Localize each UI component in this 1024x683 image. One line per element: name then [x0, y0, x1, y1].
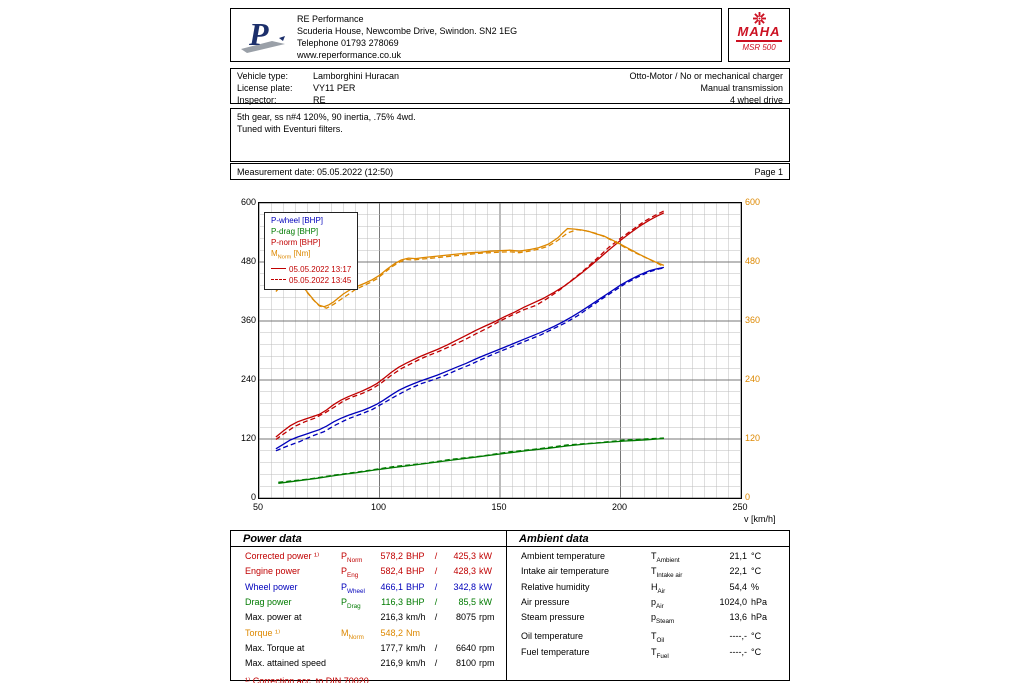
right-axis-tick: 360 — [745, 315, 761, 325]
row-drag-power: Drag power PDrag 116,3 BHP / 85,5 kW — [245, 596, 492, 610]
right-axis-tick: 120 — [745, 433, 761, 443]
company-website: www.reperformance.co.uk — [297, 50, 402, 60]
row-engine-power: Engine power PEng 582,4 BHP / 428,3 kW — [245, 566, 492, 580]
x-axis-tick: 100 — [370, 502, 387, 512]
ambient-data-title: Ambient data — [507, 531, 789, 547]
left-axis-tick: 0 — [250, 492, 256, 502]
series-P-norm-run2 — [275, 210, 665, 441]
vehicle-row: License plate: VY11 PER Manual transmiss… — [237, 82, 783, 94]
row-max-power-at: Max. power at 216,3 km/h / 8075 rpm — [245, 612, 495, 623]
company-address: Scuderia House, Newcombe Drive, Swindon.… — [297, 26, 518, 36]
company-details: RE Performance Scuderia House, Newcombe … — [297, 9, 517, 61]
power-data-title: Power data — [231, 531, 506, 547]
correction-footnotes: ¹⁾ Correction acc. to DIN 70020 Correcti… — [231, 670, 506, 683]
ambient-data-section: Ambient data Ambient temperature TAmbien… — [506, 530, 790, 681]
legend-item-run2: 05.05.2022 13:45 — [271, 275, 351, 286]
row-air-pressure: Air pressure pAir 1024,0 hPa — [521, 596, 768, 610]
row-wheel-power: Wheel power PWheel 466,1 BHP / 342,8 kW — [245, 581, 492, 595]
legend-item-run1: 05.05.2022 13:17 — [271, 264, 351, 275]
series-P-wheel-run2 — [275, 267, 665, 452]
row-torque: Torque ¹⁾ MNorm 548,2 Nm — [245, 627, 420, 641]
logo-letter: P — [248, 16, 269, 52]
right-axis-tick: 0 — [745, 492, 751, 502]
note-line-2: Tuned with Eventuri filters. — [237, 124, 343, 134]
report-header: P RE Performance Scuderia House, Newcomb… — [230, 8, 722, 62]
row-steam-pressure: Steam pressure pSteam 13,6 hPa — [521, 612, 768, 625]
legend-item-torque: MNorm [Nm] — [271, 249, 311, 261]
chart-legend: P-wheel [BHP] P-drag [BHP] P-norm [BHP] … — [264, 212, 359, 290]
company-phone: Telephone 01793 278069 — [297, 38, 399, 48]
footnote-din: ¹⁾ Correction acc. to DIN 70020 — [245, 675, 369, 683]
x-axis-ticks: 50 100 150 200 250 — [253, 502, 748, 514]
inspector-label: Inspector: — [237, 95, 277, 105]
maha-star-icon — [729, 12, 789, 25]
row-ambient-temperature: Ambient temperature TAmbient 21,1 °C — [521, 551, 762, 564]
x-axis-tick: 250 — [732, 502, 748, 512]
row-relative-humidity: Relative humidity HAir 54,4 % — [521, 581, 760, 595]
vehicle-row: Vehicle type: Lamborghini Huracan Otto-M… — [237, 70, 783, 82]
row-max-torque-at: Max. Torque at 177,7 km/h / 6640 rpm — [245, 642, 495, 653]
series-P-norm-run1 — [275, 212, 665, 438]
row-oil-temperature: Oil temperature TOil ----,- °C — [521, 631, 762, 645]
license-plate-label: License plate: — [237, 83, 293, 93]
dyno-model: MSR 500 — [742, 43, 776, 52]
dashed-line-sample-icon — [271, 279, 286, 281]
vehicle-type-value: Lamborghini Huracan — [313, 71, 400, 81]
series-M-norm-run2 — [275, 228, 665, 309]
left-axis-tick: 480 — [240, 256, 256, 266]
inspector-value: RE — [313, 95, 326, 105]
transmission-type: Manual transmission — [700, 83, 783, 93]
page-number: Page 1 — [754, 166, 783, 177]
x-axis-tick: 50 — [252, 502, 263, 512]
solid-line-sample-icon — [271, 268, 286, 270]
company-name: RE Performance — [297, 14, 364, 24]
x-axis-tick: 150 — [491, 502, 507, 512]
vehicle-type-label: Vehicle type: — [237, 71, 289, 81]
dyno-chart: 0 120 240 360 480 600 0 120 240 360 480 600 50 100 1… — [228, 196, 800, 532]
power-data-section: Power data Corrected power ¹⁾ PNorm 578,… — [230, 530, 507, 683]
license-plate-value: VY11 PER — [313, 83, 356, 93]
vehicle-info: Vehicle type: Lamborghini Huracan Otto-M… — [230, 68, 790, 106]
row-corrected-power: Corrected power ¹⁾ PNorm 578,2 BHP / 425… — [245, 551, 492, 564]
legend-item-pnorm: P-norm [BHP] — [271, 238, 321, 247]
series-P-wheel-run1 — [275, 266, 665, 450]
right-axis-tick: 240 — [745, 374, 761, 384]
measurement-bar: Measurement date: 05.05.2022 (12:50) Pag… — [230, 163, 790, 180]
legend-item-pwheel: P-wheel [BHP] — [271, 216, 324, 225]
maha-brand-name: MAHA — [737, 24, 781, 39]
series-P-drag-run1 — [278, 437, 664, 484]
x-axis-tick: 200 — [611, 502, 628, 512]
engine-type: Otto-Motor / No or mechanical charger — [629, 71, 783, 81]
series-P-drag-run2 — [278, 437, 664, 483]
note-line-1: 5th gear, ss n#4 120%, 90 inertia, .75% … — [237, 112, 416, 122]
ambient-data-rows: Ambient temperature TAmbient 21,1 °C Int… — [507, 547, 789, 662]
row-fuel-temperature: Fuel temperature TFuel ----,- °C — [521, 646, 762, 660]
re-performance-logo-icon: P — [241, 16, 285, 53]
row-intake-air-temperature: Intake air temperature TIntake air 22,1 … — [521, 566, 762, 580]
left-axis-tick: 360 — [240, 315, 256, 325]
drive-type: 4 wheel drive — [729, 95, 783, 105]
left-axis-tick: 120 — [240, 433, 256, 443]
row-max-attained-speed: Max. attained speed 216,9 km/h / 8100 rp… — [245, 658, 495, 669]
right-axis-tick: 480 — [745, 256, 761, 266]
right-axis-ticks: 0 120 240 360 480 600 — [742, 197, 772, 502]
maha-rule — [736, 40, 782, 42]
x-axis-label: v [km/h] — [744, 514, 776, 524]
left-axis-tick: 600 — [240, 197, 256, 207]
notes: 5th gear, ss n#4 120%, 90 inertia, .75% … — [230, 108, 790, 162]
legend-item-pdrag: P-drag [BHP] — [271, 227, 319, 236]
right-axis-tick: 600 — [745, 197, 761, 207]
vehicle-row: Inspector: RE 4 wheel drive — [237, 94, 783, 106]
power-data-rows: Corrected power ¹⁾ PNorm 578,2 BHP / 425… — [231, 547, 506, 670]
left-axis-ticks: 0 120 240 360 480 600 — [230, 197, 256, 502]
left-axis-tick: 240 — [240, 374, 256, 384]
maha-brand-box: MAHA MSR 500 — [728, 8, 790, 62]
measurement-date: Measurement date: 05.05.2022 (12:50) — [237, 166, 394, 177]
